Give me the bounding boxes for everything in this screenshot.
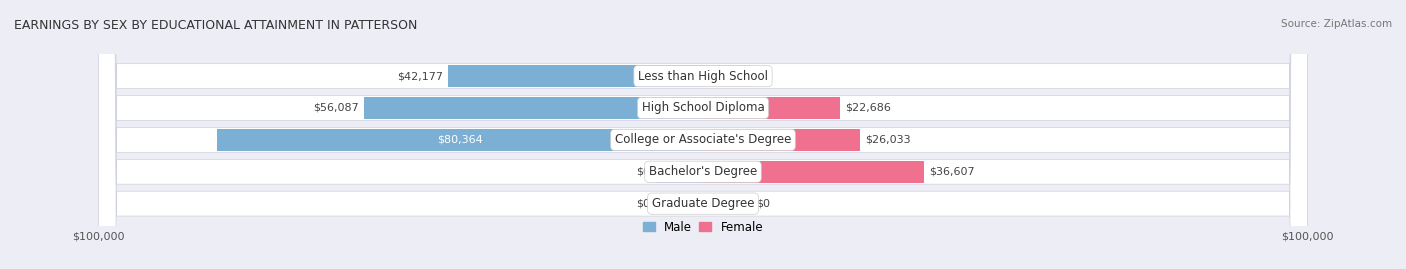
Bar: [364, 97, 703, 119]
Text: EARNINGS BY SEX BY EDUCATIONAL ATTAINMENT IN PATTERSON: EARNINGS BY SEX BY EDUCATIONAL ATTAINMEN…: [14, 19, 418, 32]
Text: College or Associate's Degree: College or Associate's Degree: [614, 133, 792, 146]
Bar: [703, 97, 841, 119]
Text: Source: ZipAtlas.com: Source: ZipAtlas.com: [1281, 19, 1392, 29]
Text: $36,607: $36,607: [929, 167, 974, 177]
Bar: [703, 65, 751, 87]
FancyBboxPatch shape: [98, 0, 1308, 269]
Text: $0: $0: [756, 71, 770, 81]
FancyBboxPatch shape: [98, 0, 1308, 269]
Bar: [703, 129, 860, 151]
FancyBboxPatch shape: [98, 0, 1308, 269]
Text: High School Diploma: High School Diploma: [641, 101, 765, 115]
Text: $0: $0: [756, 199, 770, 209]
Bar: [217, 129, 703, 151]
Text: $0: $0: [636, 167, 650, 177]
Text: $0: $0: [636, 199, 650, 209]
Text: $22,686: $22,686: [845, 103, 891, 113]
Bar: [703, 161, 924, 183]
Bar: [655, 161, 703, 183]
FancyBboxPatch shape: [98, 0, 1308, 269]
Text: $26,033: $26,033: [865, 135, 911, 145]
Legend: Male, Female: Male, Female: [643, 221, 763, 234]
Text: $56,087: $56,087: [314, 103, 359, 113]
Text: $80,364: $80,364: [437, 135, 482, 145]
Bar: [703, 193, 751, 214]
Text: Bachelor's Degree: Bachelor's Degree: [650, 165, 756, 178]
Text: Graduate Degree: Graduate Degree: [652, 197, 754, 210]
FancyBboxPatch shape: [98, 0, 1308, 269]
Bar: [655, 193, 703, 214]
Text: $42,177: $42,177: [396, 71, 443, 81]
Bar: [449, 65, 703, 87]
Text: Less than High School: Less than High School: [638, 70, 768, 83]
